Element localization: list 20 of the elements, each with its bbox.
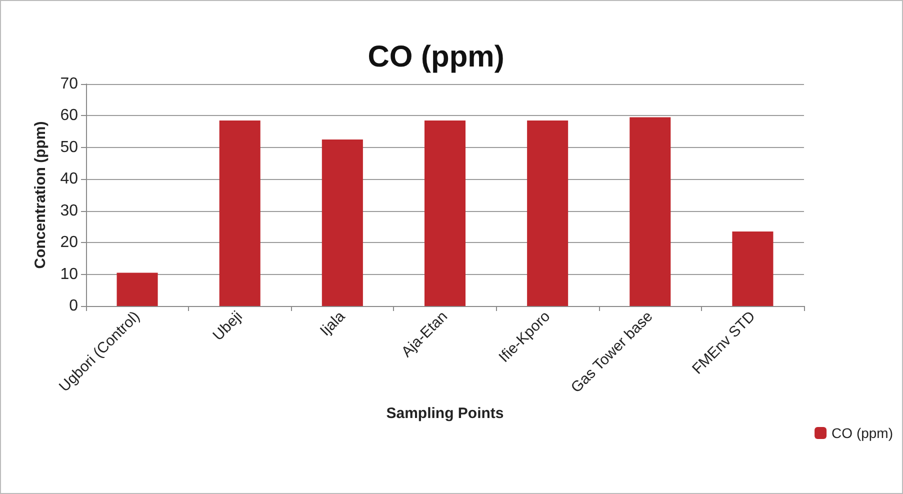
x-tick-label: Ijala bbox=[316, 308, 349, 340]
y-tick-label: 10 bbox=[60, 266, 78, 283]
chart-title: CO (ppm) bbox=[368, 40, 504, 74]
bar bbox=[219, 120, 260, 306]
bar bbox=[630, 117, 671, 306]
y-tick-label: 50 bbox=[60, 138, 78, 156]
y-axis-title: Concentration (ppm) bbox=[32, 121, 49, 269]
bar bbox=[732, 231, 774, 306]
bar bbox=[322, 140, 363, 306]
legend-label: CO (ppm) bbox=[832, 425, 894, 441]
bar bbox=[116, 272, 158, 306]
x-axis-title: Sampling Points bbox=[386, 405, 504, 422]
bar bbox=[527, 120, 568, 306]
bar bbox=[424, 120, 466, 306]
y-tick-label: 60 bbox=[60, 107, 78, 124]
y-tick-label: 20 bbox=[60, 234, 78, 252]
y-tick-label: 0 bbox=[69, 298, 78, 314]
y-tick-label: 40 bbox=[60, 170, 78, 188]
y-tick-label: 70 bbox=[60, 76, 78, 92]
y-tick-label: 30 bbox=[60, 202, 78, 220]
